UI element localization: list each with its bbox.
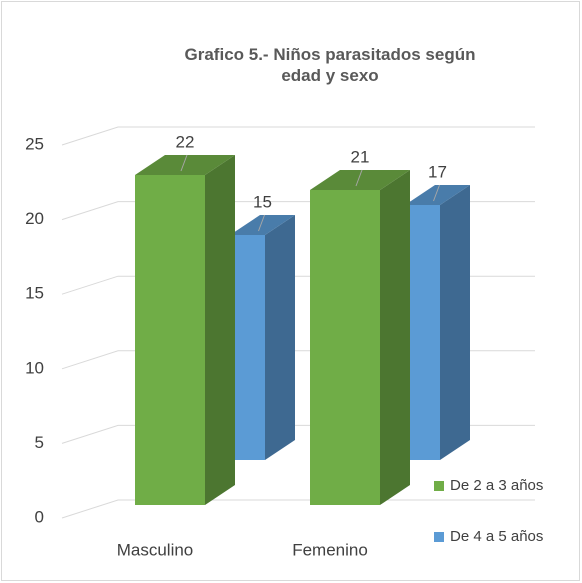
- bar-top: [230, 215, 295, 235]
- bar-top: [310, 170, 410, 190]
- x-tick-label: Femenino: [292, 540, 368, 559]
- bar-side: [380, 170, 410, 505]
- label-leader: [180, 154, 188, 172]
- grid-line: [61, 499, 535, 519]
- legend-swatch: [434, 532, 444, 542]
- x-tick-label: Masculino: [117, 540, 194, 559]
- bar: [310, 190, 380, 505]
- y-tick-label: 20: [25, 209, 44, 228]
- legend-label: De 2 a 3 años: [450, 477, 543, 494]
- label-leader: [258, 214, 265, 232]
- bar: [405, 205, 440, 460]
- bar: [230, 235, 265, 460]
- bar-top: [135, 155, 235, 175]
- legend-label: De 4 a 5 años: [450, 528, 543, 545]
- y-tick-label: 0: [35, 507, 44, 526]
- y-tick-label: 5: [35, 433, 44, 452]
- data-label: 22: [176, 132, 195, 151]
- legend-swatch: [434, 481, 444, 491]
- data-label: 17: [428, 162, 447, 181]
- y-tick-label: 15: [25, 284, 44, 303]
- data-label: 15: [253, 192, 272, 211]
- chart-title: Grafico 5.- Niños parasitados según edad…: [184, 45, 476, 85]
- y-tick-label: 10: [25, 358, 44, 377]
- label-leader: [433, 184, 440, 202]
- y-tick-label: 25: [25, 134, 44, 153]
- data-label: 21: [351, 147, 370, 166]
- bar-side: [440, 185, 470, 460]
- bar-side: [265, 215, 295, 460]
- bar-side: [205, 155, 235, 505]
- bar: [135, 175, 205, 505]
- bar-top: [405, 185, 470, 205]
- grid-line: [61, 126, 535, 146]
- label-leader: [355, 169, 363, 187]
